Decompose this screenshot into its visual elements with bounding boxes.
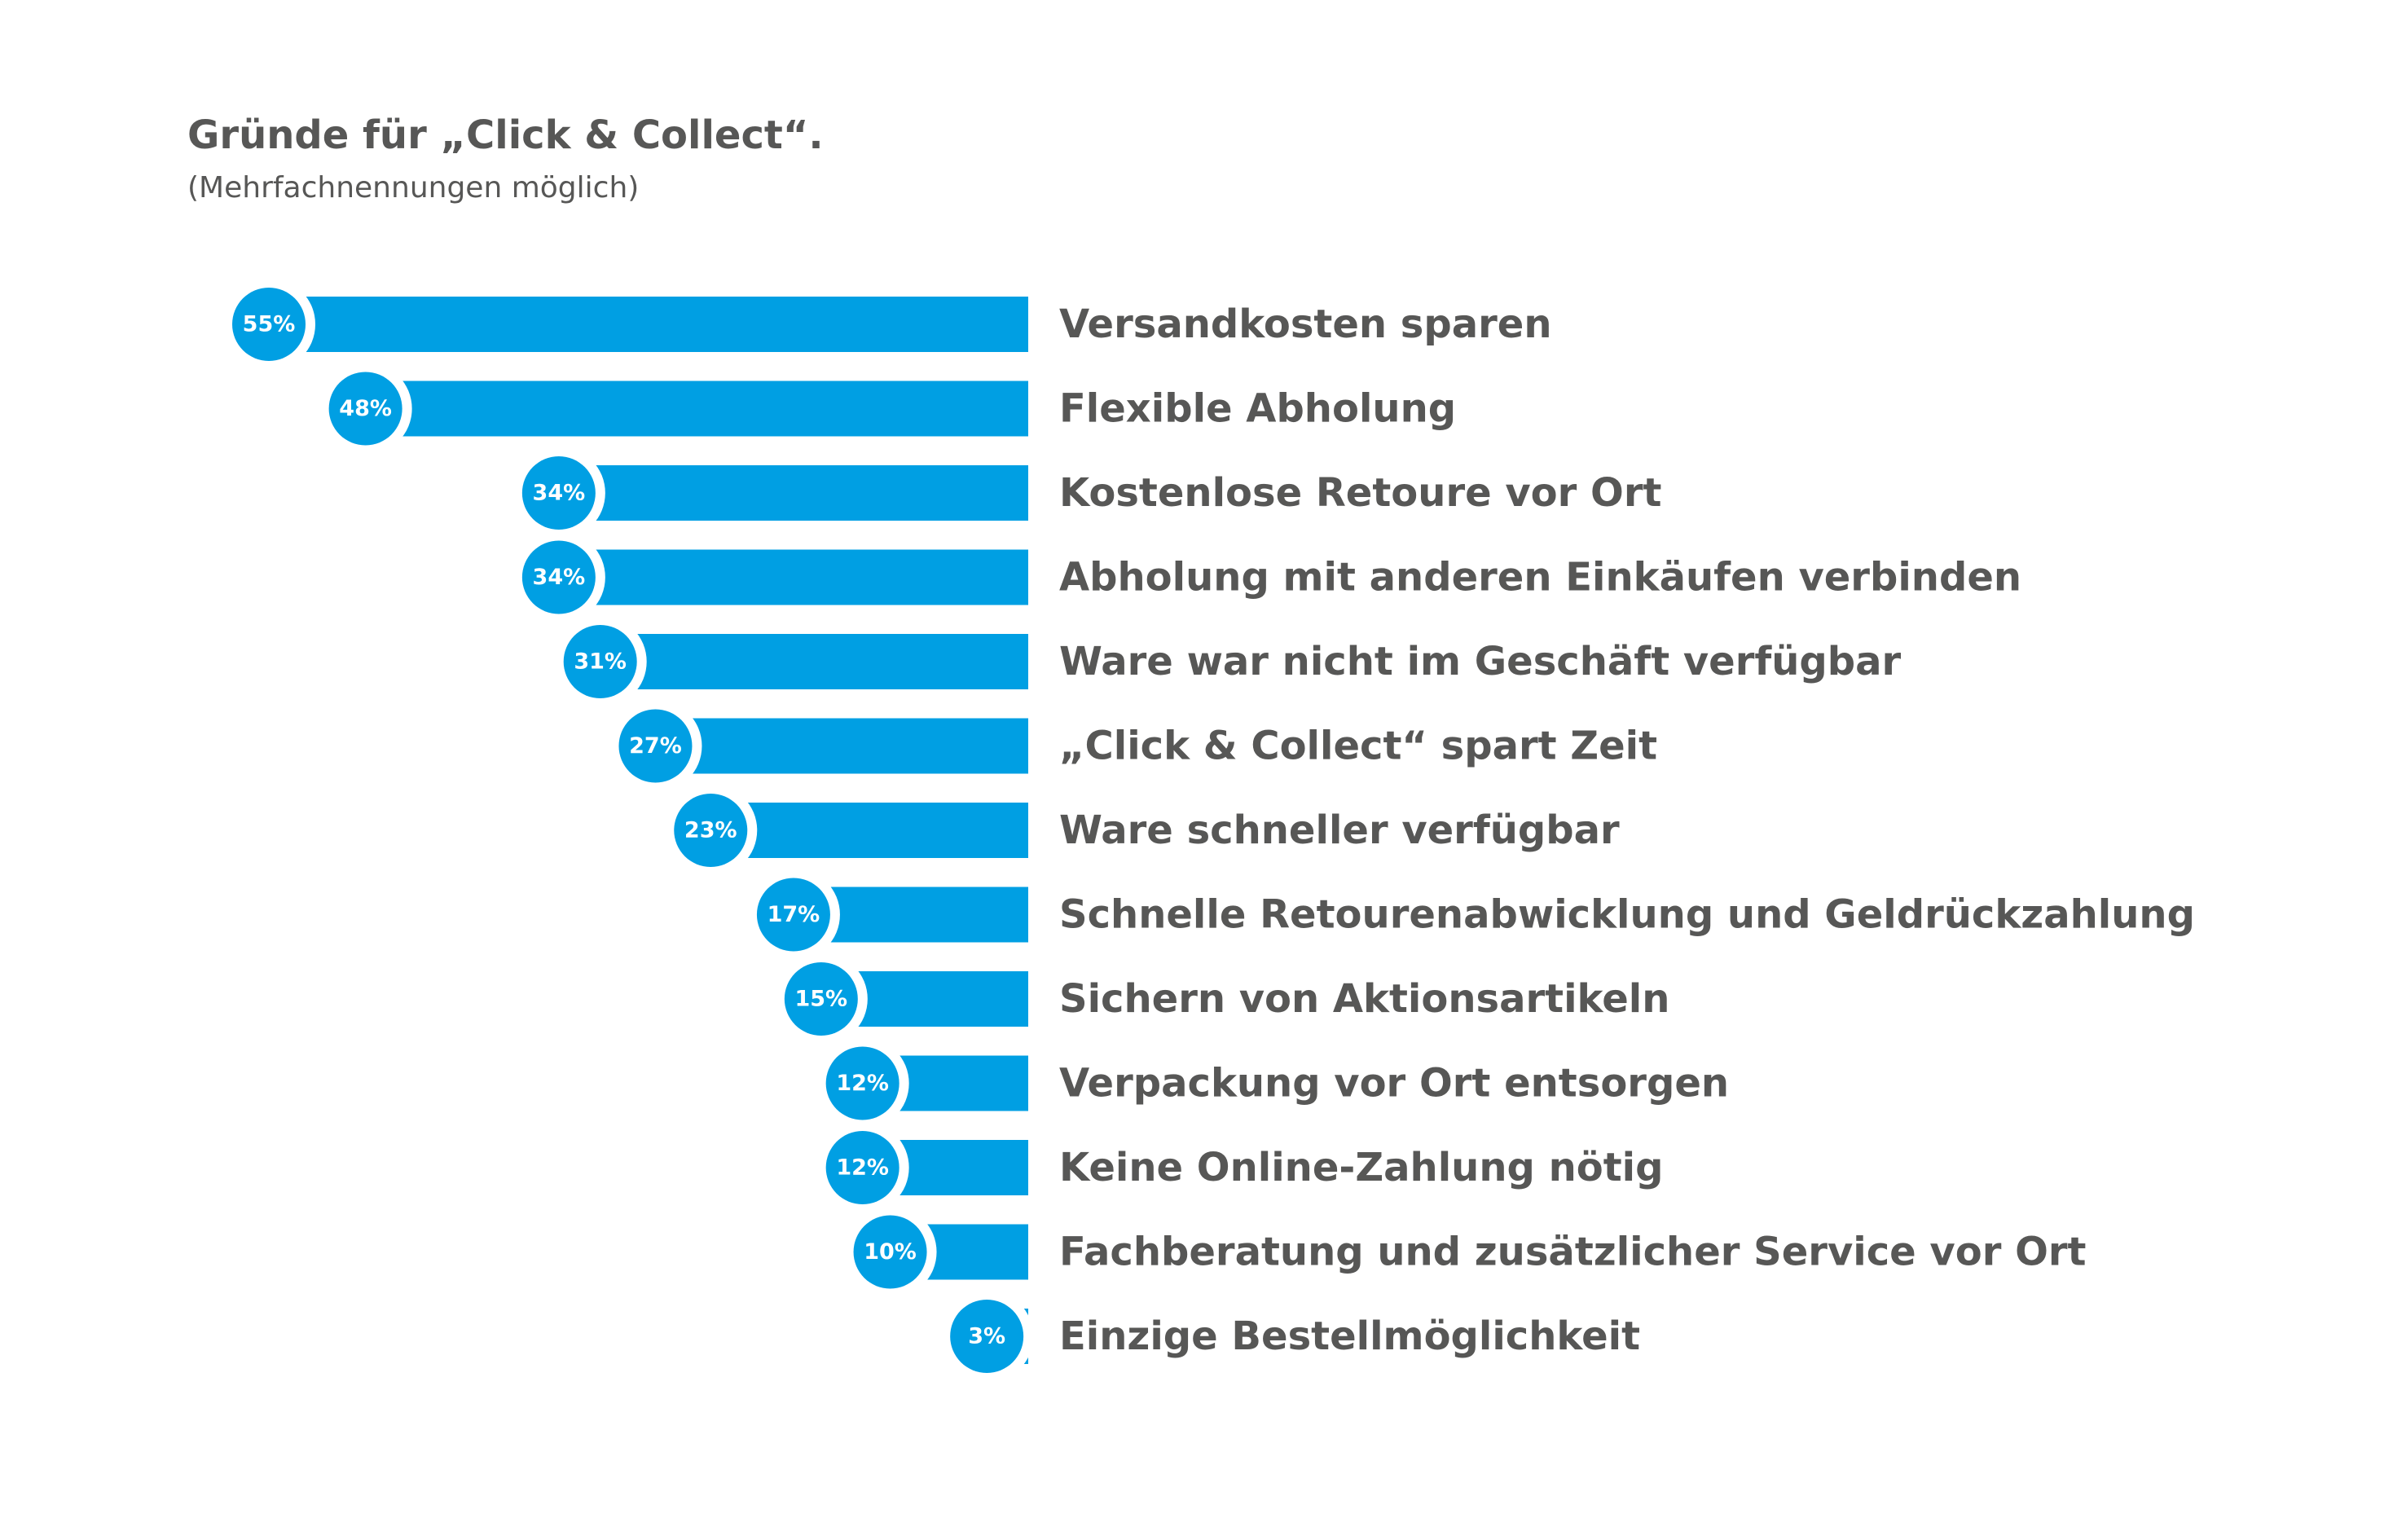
category-label: Ware war nicht im Geschäft verfügbar — [1059, 639, 1902, 684]
category-label: Ware schneller verfügbar — [1059, 807, 1620, 853]
value-badge — [756, 878, 830, 952]
category-label: Keine Online-Zahlung nötig — [1059, 1145, 1663, 1190]
bar-row: 27% „Click & Collect“ spart Zeit — [609, 699, 1657, 793]
category-label: Fachberatung und zusätzlicher Service vo… — [1059, 1230, 2087, 1275]
data-label: 34% — [533, 481, 586, 506]
bar-row: 3% Einzige Bestellmöglichkeit — [940, 1290, 1640, 1383]
bar-row: 10% Fachberatung und zusätzlicher Service… — [843, 1205, 2087, 1299]
data-label: 23% — [684, 818, 737, 843]
category-label: Sichern von Aktionsartikeln — [1059, 976, 1669, 1022]
data-label: 10% — [864, 1239, 917, 1265]
bar — [558, 465, 1028, 521]
value-badge — [853, 1215, 927, 1289]
data-label: 12% — [836, 1155, 889, 1181]
bar — [269, 297, 1028, 352]
bar-row: 12% Verpackung vor Ort entsorgen — [816, 1036, 1729, 1130]
chart-subtitle: (Mehrfachnennungen möglich) — [187, 171, 640, 205]
value-badge — [232, 288, 306, 361]
data-label: 12% — [836, 1071, 889, 1096]
bar — [600, 634, 1028, 689]
bar-row: 34% Kostenlose Retoure vor Ort — [512, 447, 1661, 539]
bar-row: 12% Keine Online-Zahlung nötig — [816, 1121, 1663, 1214]
data-label: 55% — [243, 312, 296, 337]
value-badge — [674, 794, 748, 867]
bar — [558, 549, 1028, 605]
category-label: Versandkosten sparen — [1059, 301, 1552, 347]
data-label: 31% — [574, 649, 627, 675]
category-label: Kostenlose Retoure vor Ort — [1059, 470, 1661, 516]
bar-row: 55% Versandkosten sparen — [222, 278, 1552, 371]
data-label: 27% — [629, 733, 682, 759]
value-badge — [825, 1046, 900, 1120]
category-label: Verpackung vor Ort entsorgen — [1059, 1061, 1729, 1107]
data-label: 48% — [339, 396, 392, 421]
bar-row: 17% Schnelle Retourenabwicklung und Geldr… — [746, 868, 2195, 961]
data-label: 34% — [533, 565, 586, 590]
category-label: Schnelle Retourenabwicklung und Geldrück… — [1059, 892, 2195, 938]
value-badge — [784, 962, 858, 1036]
data-label: 17% — [768, 902, 820, 927]
value-badge — [618, 709, 693, 783]
value-badge — [825, 1131, 900, 1204]
data-label: 15% — [794, 987, 847, 1012]
category-label: „Click & Collect“ spart Zeit — [1059, 724, 1657, 769]
category-label: Einzige Bestellmöglichkeit — [1059, 1313, 1640, 1359]
value-badge — [328, 372, 402, 446]
bar — [710, 803, 1028, 858]
bar — [655, 718, 1028, 774]
category-label: Abholung mit anderen Einkäufen verbinden — [1059, 555, 2021, 601]
bar-row: 23% Ware schneller verfügbar — [664, 784, 1620, 877]
bar — [365, 381, 1029, 437]
category-label: Flexible Abholung — [1059, 386, 1456, 432]
value-badge — [521, 456, 596, 530]
value-badge — [563, 625, 637, 698]
bar-row: 31% Ware war nicht im Geschäft verfügbar — [553, 615, 1902, 708]
bar-row: 15% Sichern von Aktionsartikeln — [774, 953, 1669, 1045]
value-badge — [950, 1300, 1024, 1373]
data-label: 3% — [968, 1324, 1005, 1349]
bar-row: 34% Abholung mit anderen Einkäufen verbin… — [512, 530, 2021, 624]
value-badge — [521, 540, 596, 614]
chart-title: Gründe für „Click & Collect“. — [187, 112, 824, 158]
bar-row: 48% Flexible Abholung — [319, 362, 1456, 455]
